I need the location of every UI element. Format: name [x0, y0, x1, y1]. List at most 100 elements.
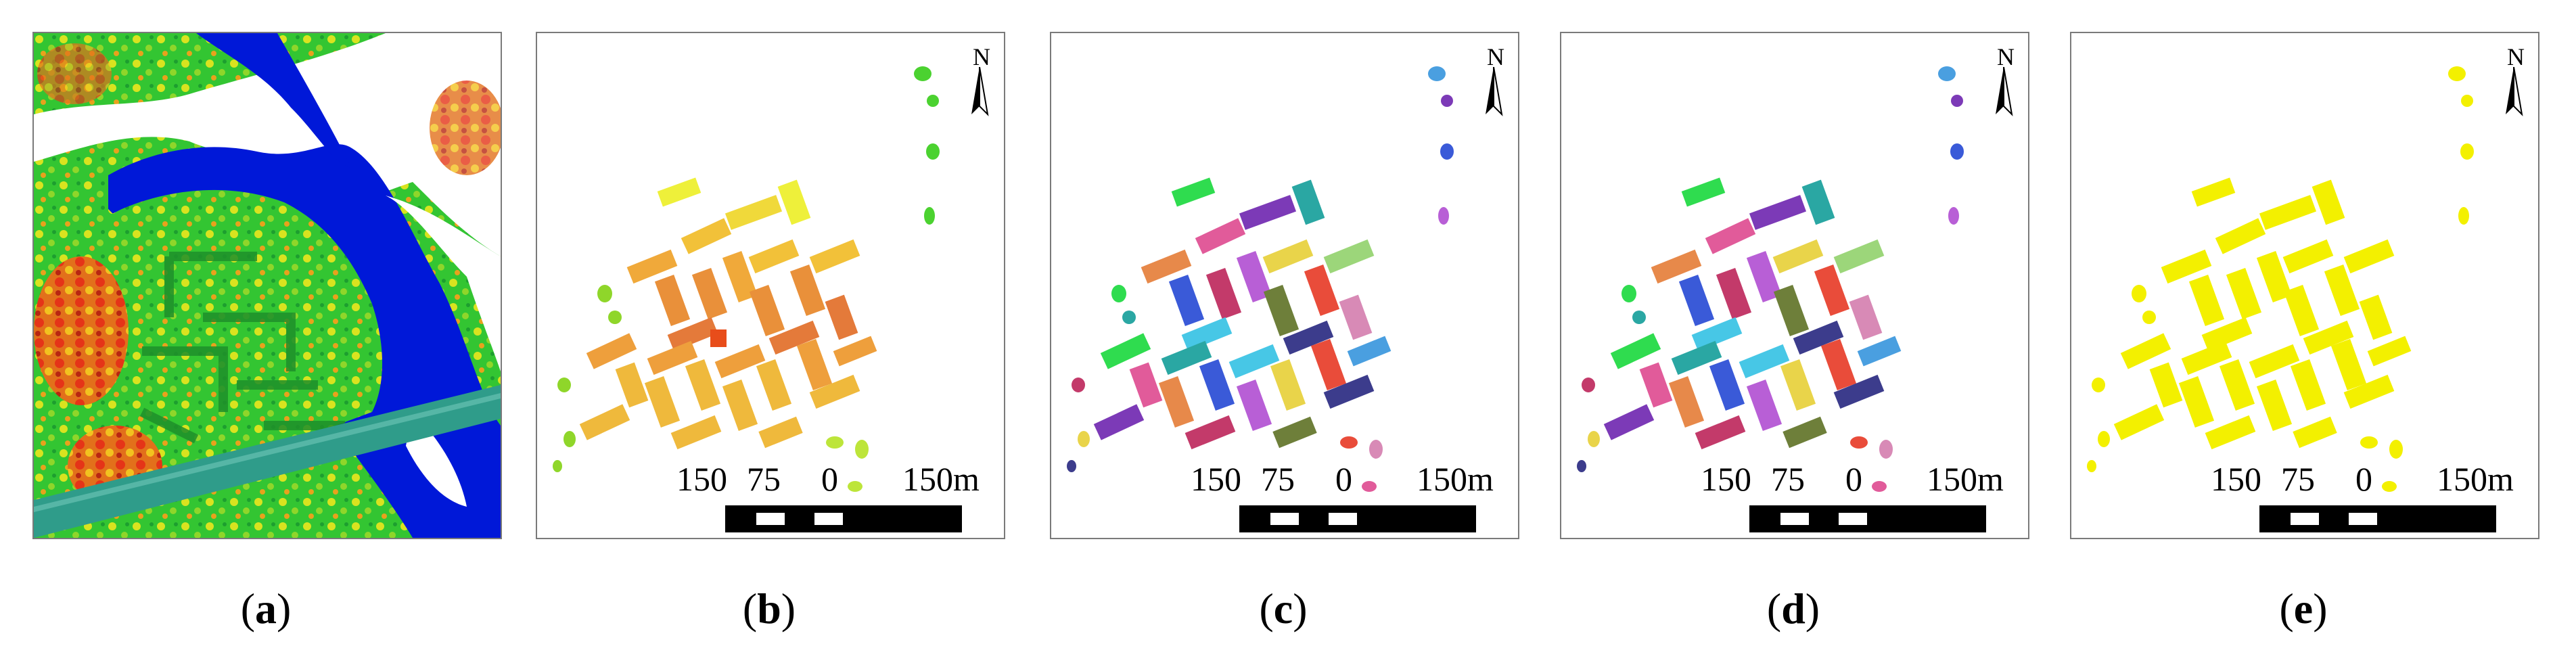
building-footprint	[756, 359, 792, 411]
building-footprint	[1833, 374, 1885, 409]
tree-segment	[1948, 207, 1959, 225]
building-footprint	[2343, 374, 2395, 409]
building-footprint	[2191, 177, 2236, 207]
building-footprint	[1678, 274, 1715, 327]
building-footprint	[1780, 359, 1816, 411]
building-footprint	[1773, 284, 1810, 337]
building-footprint	[1129, 362, 1163, 408]
tree-segment	[2360, 436, 2378, 449]
tree-segment	[1067, 460, 1076, 472]
tree-segment	[1577, 460, 1586, 472]
scale-bar	[2259, 505, 2496, 532]
highlight-segment	[710, 329, 727, 347]
scale-label-75: 75	[747, 460, 781, 498]
building-footprint	[1100, 333, 1151, 369]
building-footprint	[2201, 317, 2253, 352]
scale-label-0: 0	[821, 460, 838, 498]
segmentation-graphic	[553, 66, 940, 525]
tree-segment	[1072, 378, 1085, 392]
caption-a: (a)	[240, 585, 292, 633]
tree-segment	[1872, 481, 1887, 492]
tree-segment	[1950, 143, 1964, 160]
lidar-map-graphic	[34, 33, 501, 538]
tree-segment	[927, 95, 939, 107]
tree-segment	[1440, 143, 1454, 160]
tree-segment	[2458, 207, 2469, 225]
tree-segment	[1428, 66, 1446, 81]
building-footprint	[691, 267, 728, 320]
building-footprint	[724, 195, 783, 230]
building-footprint	[1695, 415, 1746, 450]
building-footprint	[1814, 264, 1850, 317]
building-footprint	[1270, 359, 1306, 411]
tree-segment	[2460, 143, 2474, 160]
north-label: N	[1487, 43, 1504, 70]
tree-segment	[1122, 311, 1136, 324]
building-footprint	[2215, 218, 2266, 254]
building-footprint	[2161, 249, 2212, 284]
tree-segment	[2448, 66, 2466, 81]
building-footprint	[1857, 336, 1902, 367]
segmentation-graphic	[1577, 66, 1964, 525]
tree-segment	[1879, 440, 1893, 459]
building-footprint	[748, 239, 800, 274]
building-footprint	[1141, 249, 1192, 284]
building-footprint	[2293, 416, 2337, 449]
building-footprint	[1236, 379, 1272, 432]
building-footprint	[667, 317, 718, 352]
building-footprint	[1181, 317, 1233, 352]
building-footprint	[1705, 218, 1756, 254]
building-footprint	[685, 359, 721, 411]
scale-label-75: 75	[1771, 460, 1805, 498]
panel-a-lidar-map	[32, 32, 502, 539]
scale-bar	[1749, 505, 1986, 532]
tree-segment	[1582, 378, 1595, 392]
building-footprint	[2205, 415, 2256, 450]
building-footprint	[1205, 267, 1242, 320]
panel-e-map: N 150 75 0 150m	[2070, 32, 2539, 539]
north-label: N	[973, 43, 990, 70]
building-footprint	[2256, 379, 2293, 432]
building-footprint	[1739, 344, 1790, 379]
building-footprint	[1833, 239, 1885, 274]
tree-segment	[2098, 431, 2110, 447]
building-footprint	[2120, 333, 2171, 369]
building-footprint	[2367, 336, 2412, 367]
north-label: N	[1997, 43, 2015, 70]
building-footprint	[722, 250, 758, 303]
tree-segment	[926, 143, 940, 160]
building-footprint	[1716, 267, 1752, 320]
building-footprint	[1709, 359, 1745, 411]
scale-label-150m: 150m	[1927, 460, 2004, 498]
tree-segment	[2461, 95, 2473, 107]
building-footprint	[2290, 359, 2326, 411]
tree-segment	[1340, 436, 1358, 449]
building-footprint	[1171, 177, 1216, 207]
building-footprint	[2188, 274, 2225, 327]
tree-segment	[1850, 436, 1868, 449]
tree-segment	[855, 440, 869, 459]
tree-segment	[1951, 95, 1963, 107]
building-footprint	[809, 239, 860, 274]
building-footprint	[2259, 195, 2317, 230]
building-footprint	[2283, 284, 2320, 337]
building-footprint	[647, 340, 698, 375]
building-footprint	[586, 333, 637, 369]
segmentation-graphic	[2087, 66, 2474, 525]
building-footprint	[1093, 404, 1145, 440]
building-footprint	[1195, 218, 1246, 254]
caption-d: (d)	[1766, 585, 1820, 633]
building-footprint	[1820, 338, 1857, 391]
tree-segment	[608, 311, 622, 324]
building-footprint	[749, 284, 785, 337]
building-footprint	[789, 264, 826, 317]
building-footprint	[1782, 416, 1827, 449]
tree-segment	[2382, 481, 2397, 492]
building-footprint	[1283, 320, 1334, 355]
scale-label-150: 150	[1191, 460, 1241, 498]
scale-label-150: 150	[676, 460, 727, 498]
building-footprint	[2303, 320, 2354, 355]
building-footprint	[1681, 177, 1726, 207]
segmentation-graphic	[1067, 66, 1454, 525]
building-footprint	[758, 416, 803, 449]
